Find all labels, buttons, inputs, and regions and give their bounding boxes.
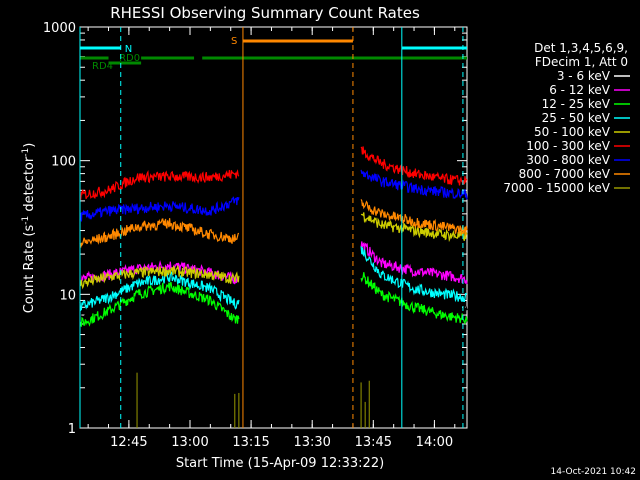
y-tick-label: 100: [51, 155, 76, 170]
series-line: [360, 262, 468, 312]
y-tick-label: 10: [59, 288, 76, 303]
series-line: [360, 212, 468, 243]
x-tick-label: 13:00: [171, 435, 208, 450]
series-line: [79, 271, 240, 312]
series-line: [360, 246, 467, 303]
legend: Det 1,3,4,5,6,9, FDecim 1, Att 0 3 - 6 k…: [503, 41, 630, 195]
y-tick-label: 1000: [43, 21, 76, 36]
legend-label: 50 - 100 keV: [534, 125, 611, 139]
y-tick-labels: 1 10 100 1000: [43, 21, 76, 437]
series-line: [79, 169, 240, 200]
legend-label: 7000 - 15000 keV: [503, 181, 610, 195]
x-tick-label: 13:30: [293, 435, 330, 450]
legend-label: 3 - 6 keV: [557, 69, 611, 83]
series-line: [360, 272, 468, 326]
timestamp: 14-Oct-2021 10:42: [551, 467, 636, 477]
legend-label: 300 - 800 keV: [526, 153, 610, 167]
series-line: [360, 241, 468, 285]
y-label-main: Count Rate (s: [22, 225, 37, 314]
x-tick-label: 14:00: [416, 435, 453, 450]
series-line: [79, 281, 240, 327]
legend-label: 800 - 7000 keV: [519, 167, 611, 181]
series-line: [79, 218, 240, 248]
legend-label: 12 - 25 keV: [542, 97, 611, 111]
x-tick-label: 13:15: [232, 435, 269, 450]
series-line: [360, 146, 468, 186]
series-line: [360, 199, 468, 236]
legend-label: 100 - 300 keV: [526, 139, 610, 153]
series-line: [79, 264, 240, 290]
state-bar-label: RD0: [119, 53, 140, 64]
legend-label: 25 - 50 keV: [542, 111, 611, 125]
legend-header-1: Det 1,3,4,5,6,9,: [534, 41, 628, 55]
y-label-mid: detector: [22, 156, 37, 216]
legend-header-2: FDecim 1, Att 0: [535, 55, 628, 69]
series-layer: [79, 146, 468, 428]
state-bar-label: RD4: [92, 61, 113, 72]
event-lines: [79, 27, 464, 428]
legend-label: 6 - 12 keV: [549, 83, 611, 97]
state-bar-label: N: [125, 44, 132, 55]
x-tick-labels: 12:45 13:00 13:15 13:30 13:45 14:00: [110, 435, 453, 450]
y-label-end: ): [22, 143, 37, 148]
y-label-sup1: -1: [21, 216, 31, 225]
state-bar-label: S: [231, 36, 237, 47]
y-label-sup2: -1: [21, 148, 31, 157]
chart-title: RHESSI Observing Summary Count Rates: [110, 4, 420, 22]
y-axis-label: Count Rate (s-1 detector-1): [21, 143, 37, 314]
x-tick-label: 12:45: [110, 435, 147, 450]
series-line: [360, 169, 468, 200]
series-line: [79, 196, 240, 222]
x-axis-label: Start Time (15-Apr-09 12:33:22): [176, 456, 384, 471]
y-tick-label: 1: [68, 422, 76, 437]
x-tick-label: 13:45: [355, 435, 392, 450]
